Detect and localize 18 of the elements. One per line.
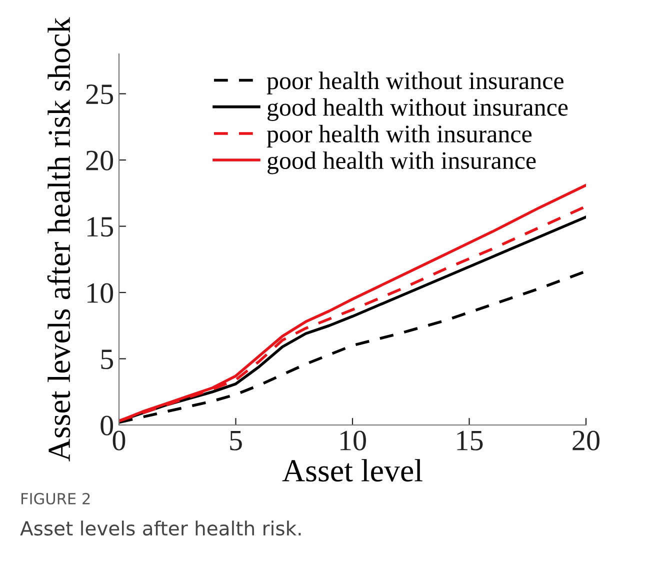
x-tick-label: 5 bbox=[230, 431, 242, 450]
y-tick-label: 20 bbox=[86, 150, 114, 170]
y-tick-label: 10 bbox=[88, 283, 114, 303]
legend-label: poor health without insurance bbox=[266, 72, 564, 94]
y-tick-label: 5 bbox=[101, 350, 113, 370]
x-tick-label: 15 bbox=[457, 430, 483, 450]
x-axis-title: Asset level bbox=[282, 459, 422, 482]
x-tick-label: 10 bbox=[340, 430, 366, 450]
legend-label: poor health with insurance bbox=[266, 124, 532, 148]
caption: FIGURE 2 bbox=[22, 492, 90, 504]
x-tick-label: 20 bbox=[572, 430, 600, 450]
legend-label: good health with insurance bbox=[268, 151, 536, 174]
y-tick-label: 0 bbox=[100, 416, 114, 436]
y-tick-label: 25 bbox=[86, 84, 113, 104]
text: Asset levels after health risk. bbox=[20, 520, 301, 536]
legend-label: good health without insurance bbox=[268, 98, 568, 121]
y-tick-label: 15 bbox=[88, 217, 113, 237]
y-axis-title: Asset levels after health risk shock bbox=[47, 17, 70, 462]
